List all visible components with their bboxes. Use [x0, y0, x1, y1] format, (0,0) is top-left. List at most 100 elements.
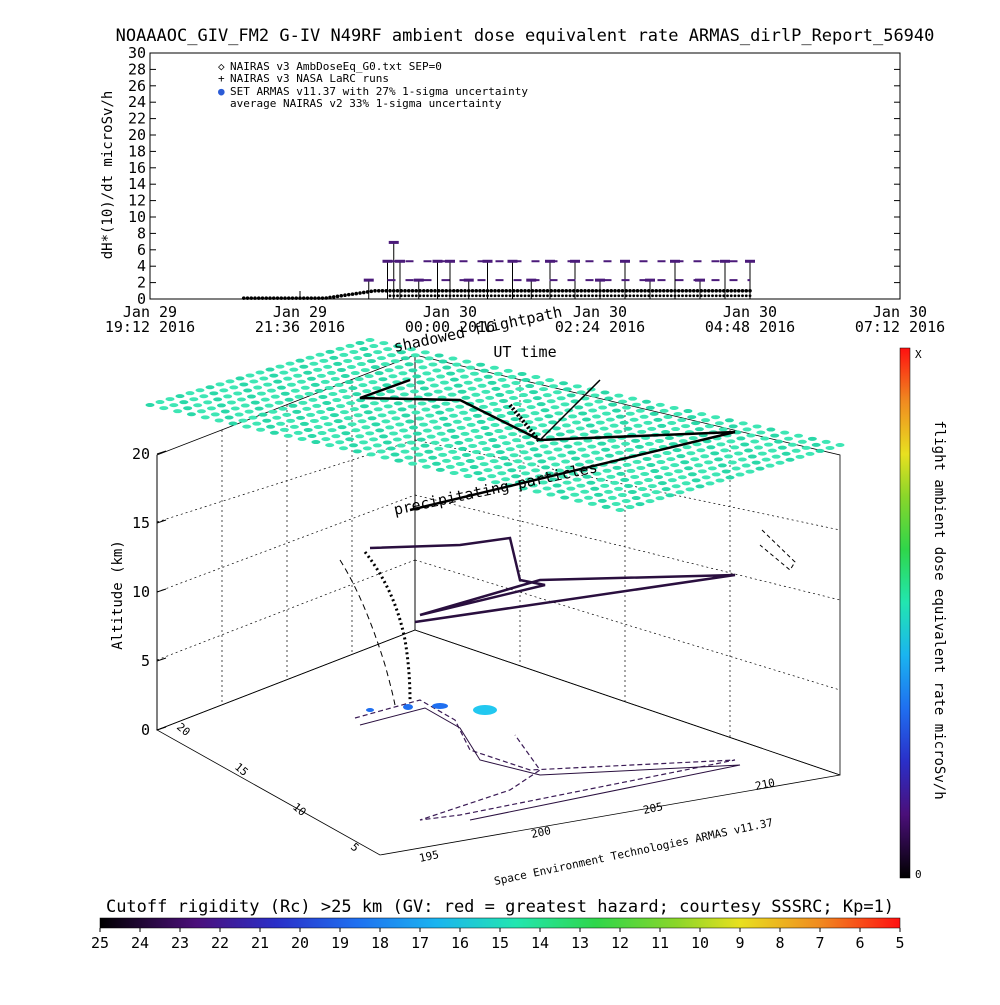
particle-marker	[775, 460, 785, 465]
nairas-point	[568, 289, 572, 293]
particle-marker	[426, 377, 436, 382]
particle-marker	[481, 389, 491, 394]
particle-marker	[571, 456, 581, 461]
nairas-v3-point	[504, 294, 508, 298]
particle-marker	[306, 376, 316, 381]
nairas-v3-point	[707, 294, 711, 298]
particle-marker	[801, 445, 811, 450]
particle-marker	[406, 347, 416, 352]
particle-marker	[276, 421, 286, 426]
colorbar-tick-label: 9	[735, 934, 744, 952]
particle-marker	[491, 386, 501, 391]
particle-marker	[505, 447, 515, 452]
particle-marker	[503, 462, 513, 467]
particle-marker	[735, 472, 745, 477]
particle-marker	[566, 393, 576, 398]
particle-marker	[421, 407, 431, 412]
figure-title: NOAAAOC_GIV_FM2 G-IV N49RF ambient dose …	[116, 26, 935, 46]
particle-marker	[366, 452, 376, 457]
flight-3d-plot: 0 5 10 15 20 Altitude (km) 5 10 15 20 195 200 205…	[110, 303, 845, 888]
particle-marker	[551, 462, 561, 467]
particle-marker	[611, 408, 621, 413]
particle-marker	[398, 371, 408, 376]
particle-marker	[680, 460, 690, 465]
right-colorbar-bottom: 0	[915, 868, 922, 881]
particle-marker	[671, 427, 681, 432]
particle-marker	[575, 426, 585, 431]
nairas-point	[613, 289, 617, 293]
particle-marker	[327, 428, 337, 433]
particle-marker	[558, 474, 568, 479]
particle-marker	[488, 438, 498, 443]
altitude-tick-label: 15	[132, 514, 150, 532]
particle-marker	[519, 450, 529, 455]
low-dose-blob-2	[432, 703, 448, 709]
particle-marker	[697, 412, 707, 417]
particle-marker	[620, 477, 630, 482]
particle-marker	[375, 428, 385, 433]
particle-marker	[647, 484, 657, 489]
particle-marker	[349, 407, 359, 412]
particle-marker	[568, 414, 578, 419]
particle-marker	[577, 447, 587, 452]
particle-marker	[684, 466, 694, 471]
nairas-v3-point	[459, 294, 463, 298]
particle-marker	[666, 457, 676, 462]
particle-marker	[489, 401, 499, 406]
altitude-tick-label: 0	[141, 721, 150, 739]
y-tick-label: 16	[128, 159, 146, 177]
particle-marker	[510, 417, 520, 422]
particle-marker	[777, 445, 787, 450]
armas-point	[363, 278, 374, 282]
particle-marker	[299, 421, 309, 426]
nairas-point	[373, 289, 377, 293]
particle-marker	[552, 483, 562, 488]
nairas-point	[298, 296, 302, 300]
particle-marker	[405, 419, 415, 424]
particle-marker	[476, 362, 486, 367]
nairas-point	[395, 289, 400, 293]
particle-marker	[493, 465, 503, 470]
particle-marker	[594, 399, 604, 404]
particle-marker	[598, 405, 608, 410]
particle-marker	[618, 399, 628, 404]
particle-marker	[210, 412, 220, 417]
particle-marker	[406, 440, 416, 445]
nairas-v3-point	[722, 294, 726, 298]
latitude-tick-label: 10	[290, 800, 309, 818]
particle-marker	[705, 481, 715, 486]
nairas-point	[691, 289, 696, 293]
colorbar-tick-label: 25	[91, 934, 109, 952]
climb-dotted-path	[363, 551, 412, 701]
nairas-v3-point	[729, 294, 733, 298]
particle-marker	[678, 439, 688, 444]
particle-marker	[752, 424, 762, 429]
particle-marker	[313, 367, 323, 372]
nairas-point	[661, 289, 666, 293]
particle-marker	[318, 394, 328, 399]
right-dashed-outline	[759, 529, 796, 571]
nairas-v3-point	[628, 294, 632, 298]
nairas-point	[639, 289, 644, 293]
legend-symbol-0: ◇	[218, 60, 225, 73]
particle-marker	[526, 405, 536, 410]
y-tick-label: 8	[137, 224, 146, 242]
colorbar-tick-label: 24	[131, 934, 149, 952]
nairas-point	[714, 289, 719, 293]
particle-marker	[273, 379, 283, 384]
legend: ◇ NAIRAS v3 AmbDoseEq_G0.txt SEP=0 + NAI…	[218, 60, 528, 110]
particle-marker	[458, 446, 468, 451]
particle-marker	[468, 443, 478, 448]
particle-marker	[465, 458, 475, 463]
particle-marker	[440, 437, 450, 442]
particle-marker	[581, 453, 591, 458]
particle-marker	[600, 390, 610, 395]
particle-marker	[637, 487, 647, 492]
particle-marker	[376, 356, 386, 361]
particle-marker	[537, 459, 547, 464]
nairas-point	[650, 289, 655, 293]
particle-marker	[560, 495, 570, 500]
particle-marker	[629, 417, 639, 422]
particle-marker	[446, 371, 456, 376]
